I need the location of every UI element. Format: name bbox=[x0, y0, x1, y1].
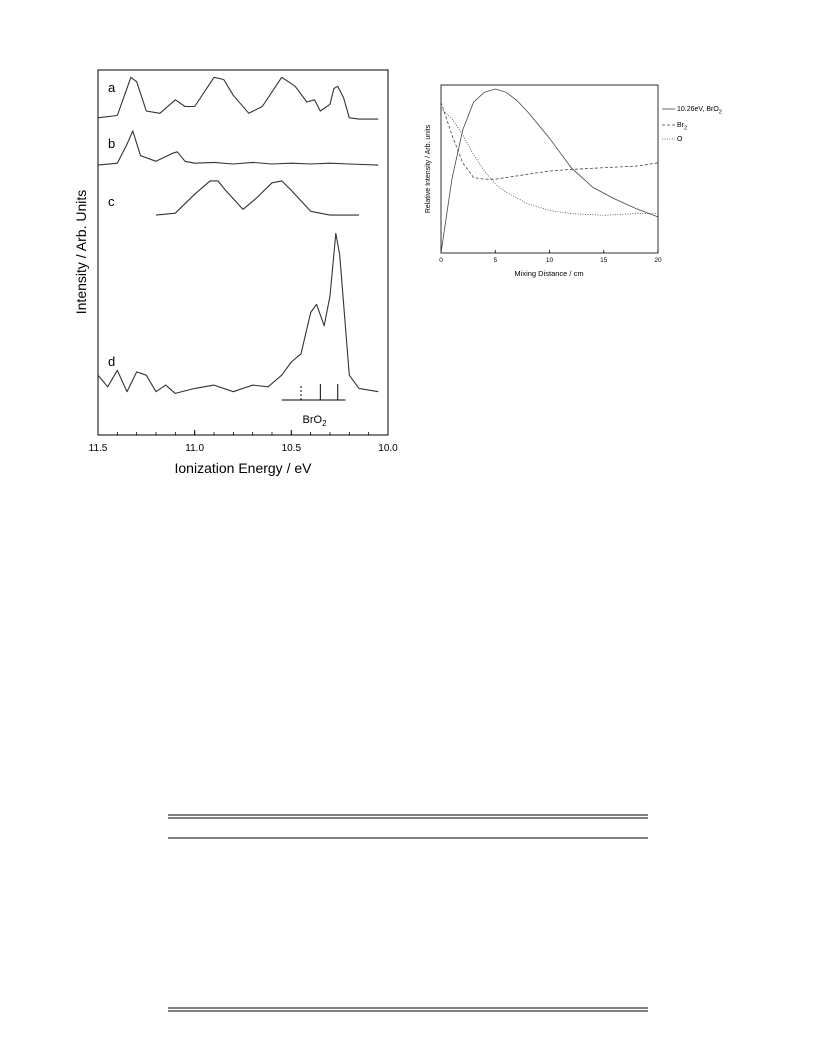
right-x-tick-label: 20 bbox=[654, 257, 662, 264]
panel-label-a: a bbox=[108, 80, 116, 95]
right-x-ticks: 0 5 10 15 20 bbox=[439, 250, 662, 264]
right-x-tick-label: 15 bbox=[600, 257, 608, 264]
left-x-axis-label: Ionization Energy / eV bbox=[175, 460, 313, 476]
stick-spectrum: BrO2 bbox=[281, 384, 346, 428]
spectrum-series-b bbox=[97, 130, 379, 166]
panel-label-c: c bbox=[108, 194, 115, 209]
legend-label: 10.26eV, BrO2 bbox=[677, 106, 722, 116]
left-x-tick-label: 11.0 bbox=[185, 443, 204, 454]
right-legend: 10.26eV, BrO2 Br2 O bbox=[662, 106, 722, 143]
spectrum-series-d bbox=[97, 232, 379, 394]
left-x-tick-label: 10.5 bbox=[282, 443, 302, 454]
left-x-tick-label: 10.0 bbox=[378, 443, 398, 454]
table-rules bbox=[168, 814, 648, 1012]
right-x-tick-label: 0 bbox=[439, 257, 443, 264]
legend-label: O bbox=[677, 136, 683, 143]
right-x-axis-label: Mixing Distance / cm bbox=[514, 269, 583, 278]
photoelectron-spectrum-chart: 11.5 11.0 10.5 10.0 a b c d BrO2 Ionization En… bbox=[73, 69, 398, 476]
kinetics-series-1 bbox=[440, 101, 659, 180]
kinetics-series-2 bbox=[440, 108, 658, 216]
left-x-tick-label: 11.5 bbox=[89, 443, 108, 454]
panel-label-d: d bbox=[108, 354, 115, 369]
right-x-tick-label: 5 bbox=[493, 257, 497, 264]
legend-label: Br2 bbox=[677, 122, 687, 132]
left-plot-frame bbox=[97, 69, 389, 436]
spectrum-series-c bbox=[155, 180, 359, 216]
mixing-distance-chart: 0 5 10 15 20 10.26eV, BrO2 Br2 O Mixing Distan… bbox=[425, 84, 722, 278]
panel-labels: a b c d bbox=[108, 80, 116, 369]
left-y-axis-label: Intensity / Arb. Units bbox=[73, 190, 89, 315]
right-plot-frame bbox=[440, 84, 659, 254]
right-x-tick-label: 10 bbox=[546, 257, 554, 264]
right-series-group bbox=[440, 88, 659, 254]
left-x-ticks: 11.5 11.0 10.5 10.0 bbox=[89, 430, 398, 454]
right-y-axis-label: Relative Intensity / Arb. units bbox=[425, 124, 432, 213]
spectrum-series-a bbox=[97, 76, 379, 120]
panel-label-b: b bbox=[108, 136, 115, 151]
kinetics-series-0 bbox=[440, 88, 659, 254]
stick-label: BrO2 bbox=[303, 414, 328, 428]
left-series-group bbox=[97, 76, 379, 394]
